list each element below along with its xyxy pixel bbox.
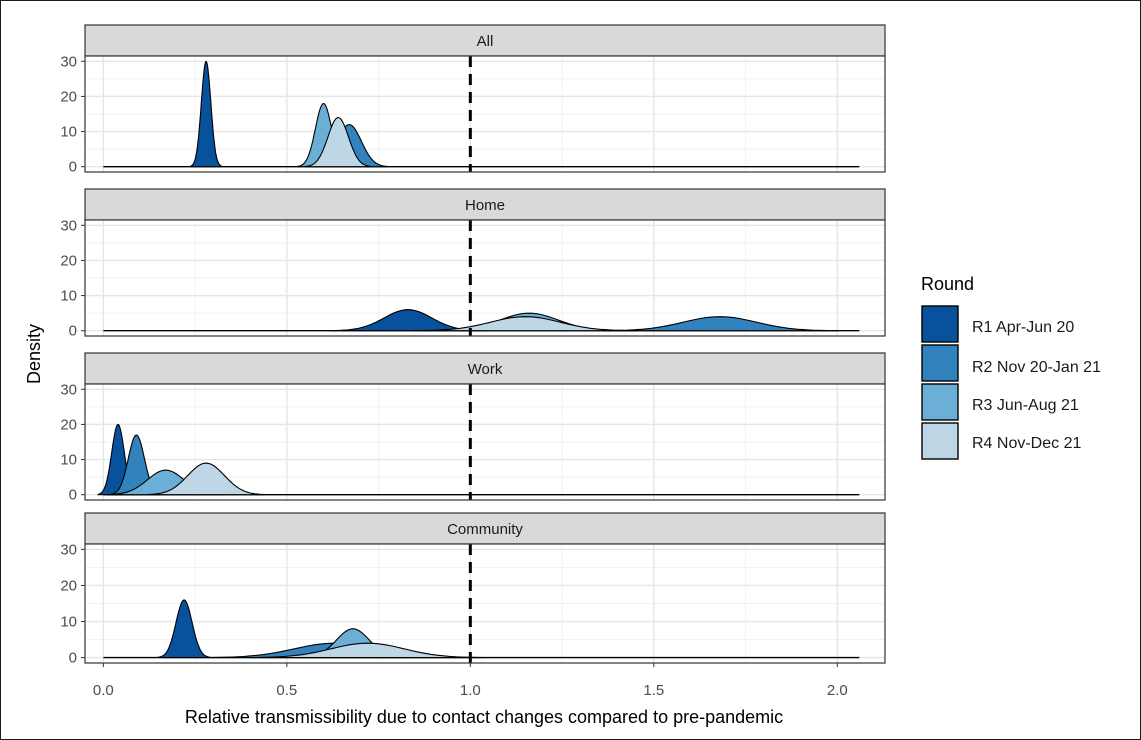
y-tick-label: 30 (60, 381, 77, 398)
facet-strip (84, 188, 886, 221)
x-axis-title: Relative transmissibility due to contact… (185, 707, 783, 727)
y-axis-title: Density (24, 324, 44, 384)
panel-border (84, 55, 886, 173)
legend-keys (921, 305, 959, 460)
y-tick-label: 20 (60, 88, 77, 105)
legend-key (921, 422, 959, 460)
x-axis: 0.0 0.5 1.0 1.5 2.0 Relative transmissib… (93, 663, 848, 727)
facet-strip-label: Home (465, 197, 505, 214)
panel-border (84, 383, 886, 501)
y-tick-label: 20 (60, 252, 77, 269)
legend: Round R1 Apr-Jun 20 R2 Nov 20-Jan 21 R3 … (921, 274, 1101, 460)
density-curve (413, 316, 638, 332)
facet-panels: All0102030Home0102030Work0102030Communit… (60, 24, 886, 667)
facet-strip-label: All (477, 33, 494, 50)
y-tick-label: 10 (60, 288, 77, 305)
facet-strip (84, 24, 886, 57)
facet-strip-label: Community (447, 521, 523, 538)
facet-strip-label: Work (468, 361, 503, 378)
facet-all: All 0 10 20 30 (60, 24, 886, 176)
y-tick-label: 30 (60, 541, 77, 558)
density-curve (304, 116, 372, 168)
facet-home: Home 0 10 20 30 (60, 188, 886, 340)
y-tick-label: 0 (69, 650, 77, 667)
legend-key (921, 305, 959, 343)
y-tick-label: 0 (69, 323, 77, 340)
y-tick-label: 0 (69, 487, 77, 504)
y-tick-label: 10 (60, 124, 77, 141)
density-curve (601, 316, 838, 332)
density-curve (157, 599, 211, 659)
density-curve (146, 462, 266, 496)
x-tick-label: 1.0 (460, 682, 481, 699)
legend-label: R2 Nov 20-Jan 21 (972, 359, 1101, 376)
y-tick-label: 0 (69, 159, 77, 176)
facet-community: Community 0 10 20 30 (60, 512, 886, 667)
legend-key (921, 344, 959, 382)
legend-key (921, 383, 959, 421)
y-tick-label: 20 (60, 577, 77, 594)
facet-strip (84, 352, 886, 385)
density-curve (190, 60, 222, 168)
y-tick-label: 30 (60, 53, 77, 70)
legend-label: R4 Nov-Dec 21 (972, 435, 1081, 452)
panel-border (84, 543, 886, 664)
y-tick-label: 30 (60, 217, 77, 234)
x-tick-label: 1.5 (643, 682, 664, 699)
legend-label: R1 Apr-Jun 20 (972, 319, 1074, 336)
facet-work: Work 0 10 20 30 (60, 352, 886, 504)
density-curve (249, 642, 486, 659)
y-tick-label: 10 (60, 452, 77, 469)
legend-title: Round (921, 274, 974, 294)
x-tick-label: 0.0 (93, 682, 114, 699)
legend-label: R3 Jun-Aug 21 (972, 397, 1079, 414)
x-tick-marks (102, 663, 838, 667)
x-tick-label: 2.0 (827, 682, 848, 699)
panel-border (84, 219, 886, 337)
y-tick-label: 20 (60, 416, 77, 433)
y-tick-label: 10 (60, 614, 77, 631)
x-tick-label: 0.5 (276, 682, 297, 699)
facet-strip (84, 512, 886, 545)
